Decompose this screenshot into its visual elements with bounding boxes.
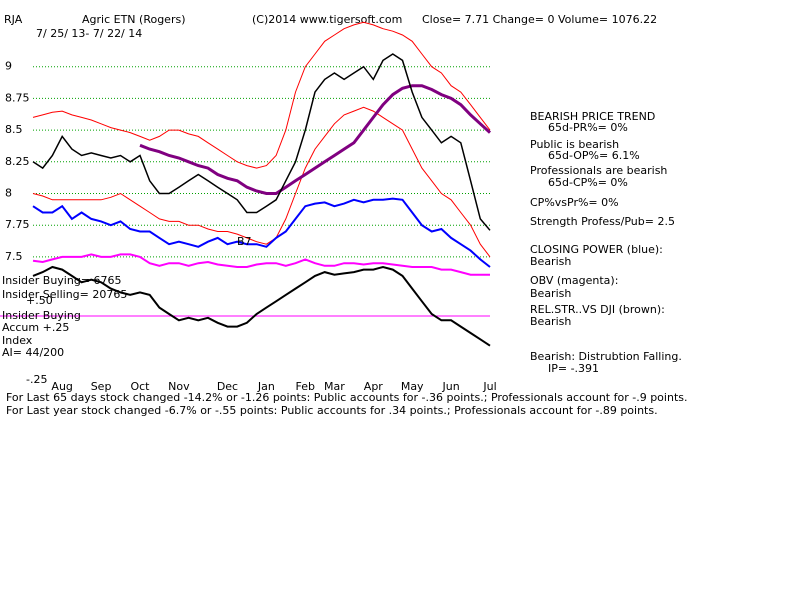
series-line: [32, 53, 491, 231]
y-tick-label: 7.5: [5, 250, 23, 263]
x-tick-label: Apr: [364, 380, 384, 393]
right-note: Bearish: [530, 287, 571, 300]
left-note: Index: [2, 334, 33, 347]
x-tick-label: Jan: [257, 380, 275, 393]
chart-title: Agric ETN (Rogers): [82, 13, 186, 26]
signal-label: B7: [237, 235, 252, 248]
left-note: AI= 44/200: [2, 346, 64, 359]
left-note: Insider Buying= 6765: [2, 274, 122, 287]
left-note: -.25: [26, 373, 47, 386]
x-tick-label: Nov: [168, 380, 190, 393]
right-note: BEARISH PRICE TREND: [530, 110, 655, 123]
subtitle: 7/ 25/ 13- 7/ 22/ 14: [36, 27, 142, 40]
quote: Close= 7.71 Change= 0 Volume= 1076.22: [422, 13, 657, 26]
series-line: [139, 84, 492, 195]
series-line: [32, 21, 491, 169]
left-note: Insider Buying: [2, 309, 81, 322]
right-note: Strength Profess/Pub= 2.5: [530, 215, 675, 228]
x-tick-label: Oct: [130, 380, 150, 393]
y-tick-label: 8.25: [5, 155, 30, 168]
right-note: IP= -.391: [548, 362, 599, 375]
right-note: Bearish: [530, 255, 571, 268]
x-tick-label: Feb: [296, 380, 315, 393]
right-note: 65d-CP%= 0%: [548, 176, 628, 189]
y-tick-label: 8: [5, 187, 12, 200]
left-note: Accum +.25: [2, 321, 69, 334]
series-line: [32, 197, 491, 268]
y-tick-label: 7.75: [5, 218, 30, 231]
symbol: RJA: [4, 13, 23, 26]
right-note: CLOSING POWER (blue):: [530, 243, 663, 256]
right-note: 65d-PR%= 0%: [548, 121, 628, 134]
right-note: Bearish: [530, 315, 571, 328]
y-tick-label: 9: [5, 60, 12, 73]
footer-note: For Last year stock changed -6.7% or -.5…: [6, 404, 658, 417]
right-note: OBV (magenta):: [530, 274, 618, 287]
right-note: 65d-OP%= 6.1%: [548, 149, 640, 162]
x-tick-label: Aug: [51, 380, 72, 393]
right-note: Professionals are bearish: [530, 164, 667, 177]
footer-note: For Last 65 days stock changed -14.2% or…: [6, 391, 687, 404]
right-note: CP%vsPr%= 0%: [530, 196, 619, 209]
x-tick-label: Jun: [442, 380, 460, 393]
series-line: [32, 253, 490, 276]
right-note: Bearish: Distrubtion Falling.: [530, 350, 682, 363]
right-note: Public is bearish: [530, 138, 619, 151]
y-tick-label: 8.75: [5, 91, 30, 104]
source: (C)2014 www.tigersoft.com: [252, 13, 402, 26]
x-tick-label: May: [401, 380, 424, 393]
x-tick-label: Jul: [482, 380, 496, 393]
x-tick-label: Mar: [324, 380, 345, 393]
left-note: Insider Selling= 20765: [2, 288, 127, 301]
series-line: [32, 265, 491, 347]
left-note: +.50: [26, 294, 53, 307]
y-tick-label: 8.5: [5, 123, 23, 136]
right-note: REL.STR..VS DJI (brown):: [530, 303, 665, 316]
series-line: [32, 106, 491, 258]
x-tick-label: Sep: [91, 380, 112, 393]
x-tick-label: Dec: [217, 380, 238, 393]
